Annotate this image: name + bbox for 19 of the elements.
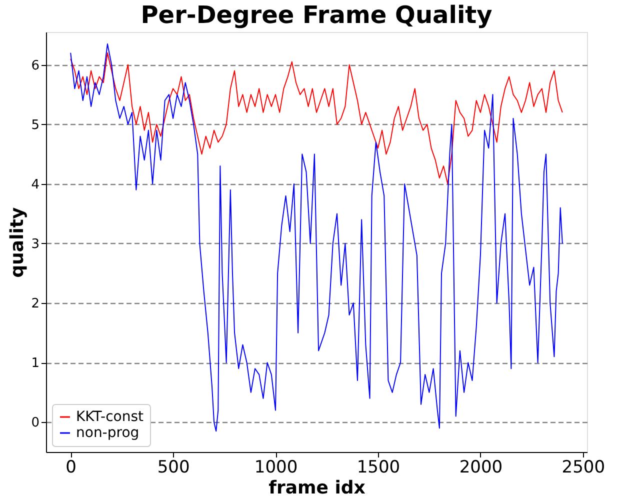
legend-label: non-prog bbox=[76, 425, 140, 441]
x-tick-label: 2500 bbox=[562, 458, 606, 478]
legend-label: KKT-const bbox=[76, 409, 144, 425]
x-tick-label: 1000 bbox=[254, 458, 298, 478]
x-tick-label: 0 bbox=[66, 458, 77, 478]
y-tick-label: 3 bbox=[31, 236, 40, 252]
chart-title: Per-Degree Frame Quality bbox=[140, 1, 493, 29]
y-tick-label: 6 bbox=[31, 58, 40, 74]
x-tick-label: 2000 bbox=[459, 458, 503, 478]
x-axis-title: frame idx bbox=[268, 478, 366, 498]
y-tick-label: 5 bbox=[31, 118, 40, 133]
line-series bbox=[70, 52, 563, 184]
y-tick-label: 2 bbox=[31, 296, 40, 312]
y-tick-label: 1 bbox=[31, 356, 40, 372]
y-axis-title: quality bbox=[7, 206, 28, 278]
y-tick-label: 4 bbox=[31, 177, 40, 192]
x-tick-label: 500 bbox=[157, 458, 190, 478]
x-tick-label: 1500 bbox=[356, 458, 400, 478]
y-tick-label: 0 bbox=[31, 416, 40, 431]
